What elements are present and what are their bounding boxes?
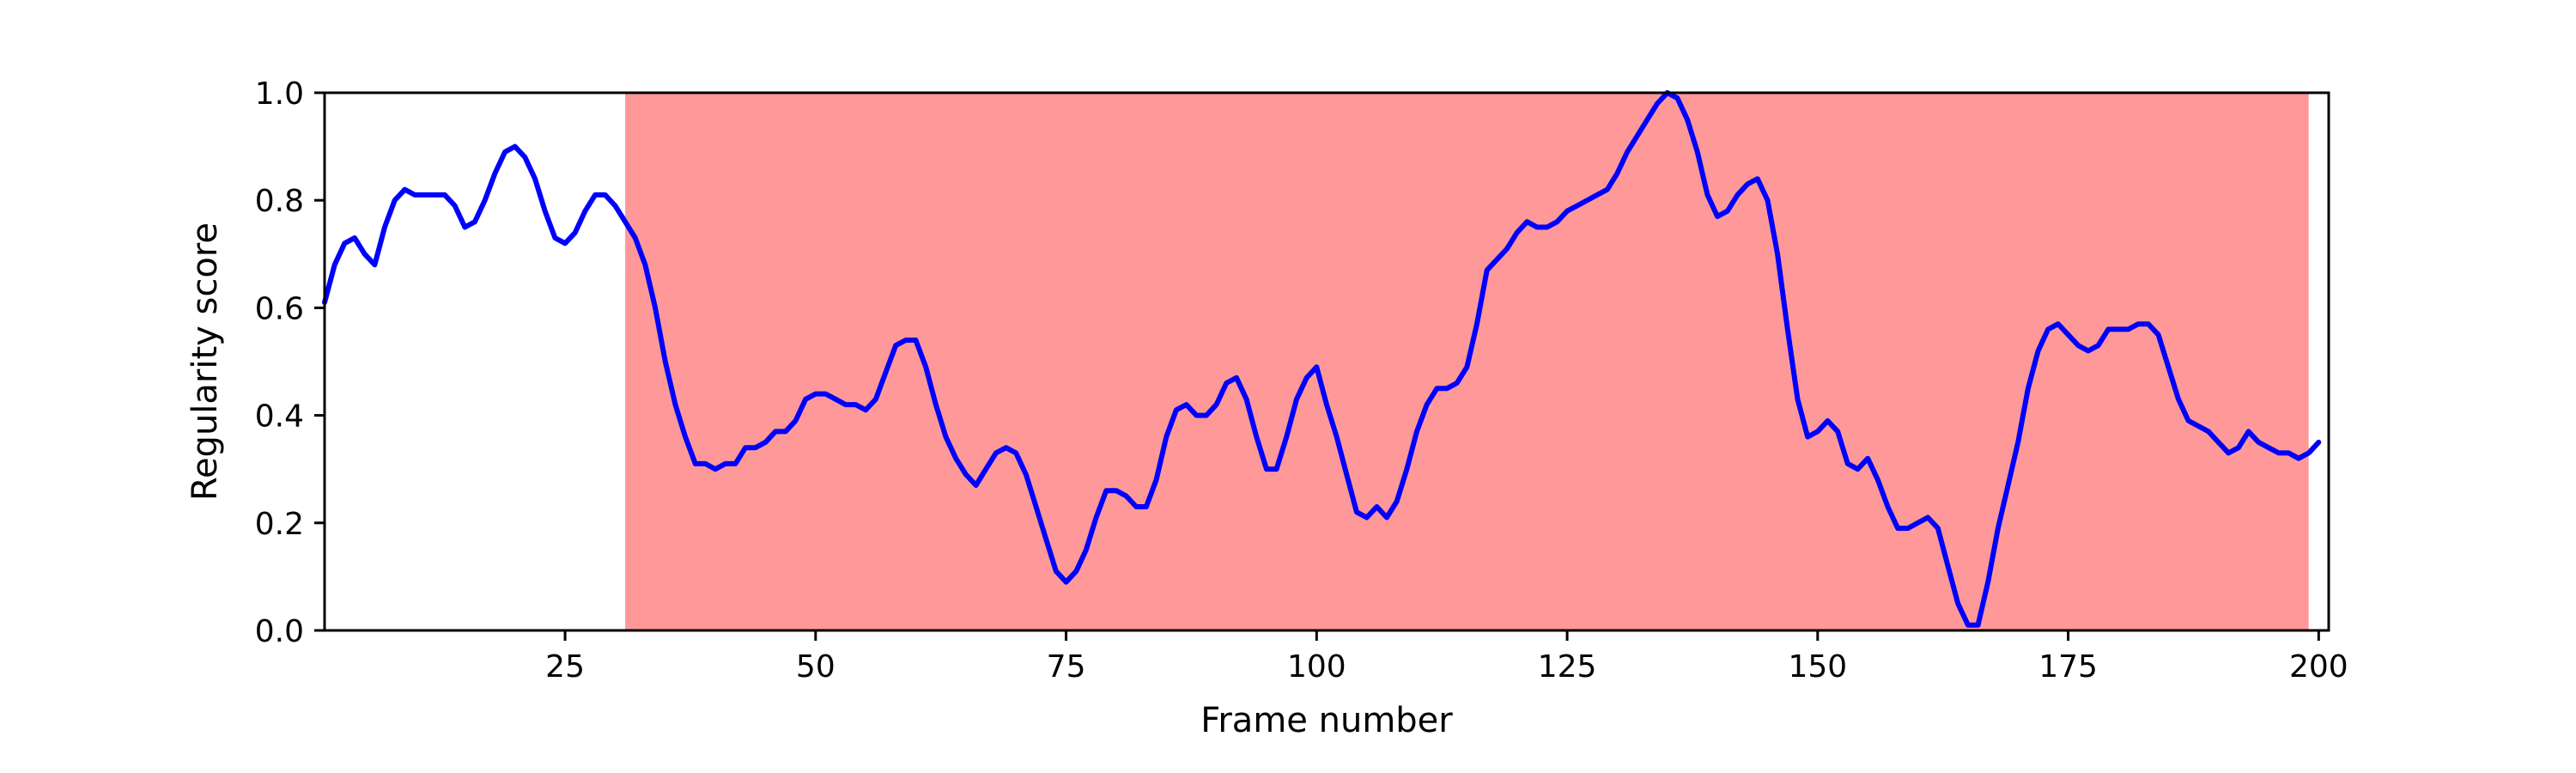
x-tick-label: 175 bbox=[2038, 649, 2098, 685]
x-tick-label: 25 bbox=[545, 649, 585, 685]
x-tick-label: 200 bbox=[2289, 649, 2348, 685]
x-tick-label: 150 bbox=[1788, 649, 1847, 685]
y-tick-label: 0.4 bbox=[255, 399, 304, 435]
y-tick-label: 0.6 bbox=[255, 291, 304, 326]
axes-layer bbox=[323, 91, 2330, 632]
x-tick-label: 100 bbox=[1287, 649, 1346, 685]
plot-frame bbox=[323, 91, 2330, 632]
regularity-score-line bbox=[322, 90, 2322, 628]
y-tick-label: 0.0 bbox=[255, 614, 304, 649]
line-layer bbox=[322, 90, 2322, 628]
x-axis-label: Frame number bbox=[1200, 701, 1453, 740]
ticks-layer: 25 50 75 100 125 150 175 200 0.0 0.2 0.4 0.6 0.8 1.0 bbox=[255, 76, 2348, 685]
x-tick-label: 50 bbox=[796, 649, 835, 685]
y-tick-label: 0.8 bbox=[255, 184, 304, 219]
y-axis-label: Regularity score bbox=[185, 222, 225, 501]
x-tick-label: 75 bbox=[1047, 649, 1086, 685]
y-tick-label: 0.2 bbox=[255, 507, 304, 542]
y-tick-label: 1.0 bbox=[255, 76, 304, 112]
x-tick-label: 125 bbox=[1538, 649, 1597, 685]
